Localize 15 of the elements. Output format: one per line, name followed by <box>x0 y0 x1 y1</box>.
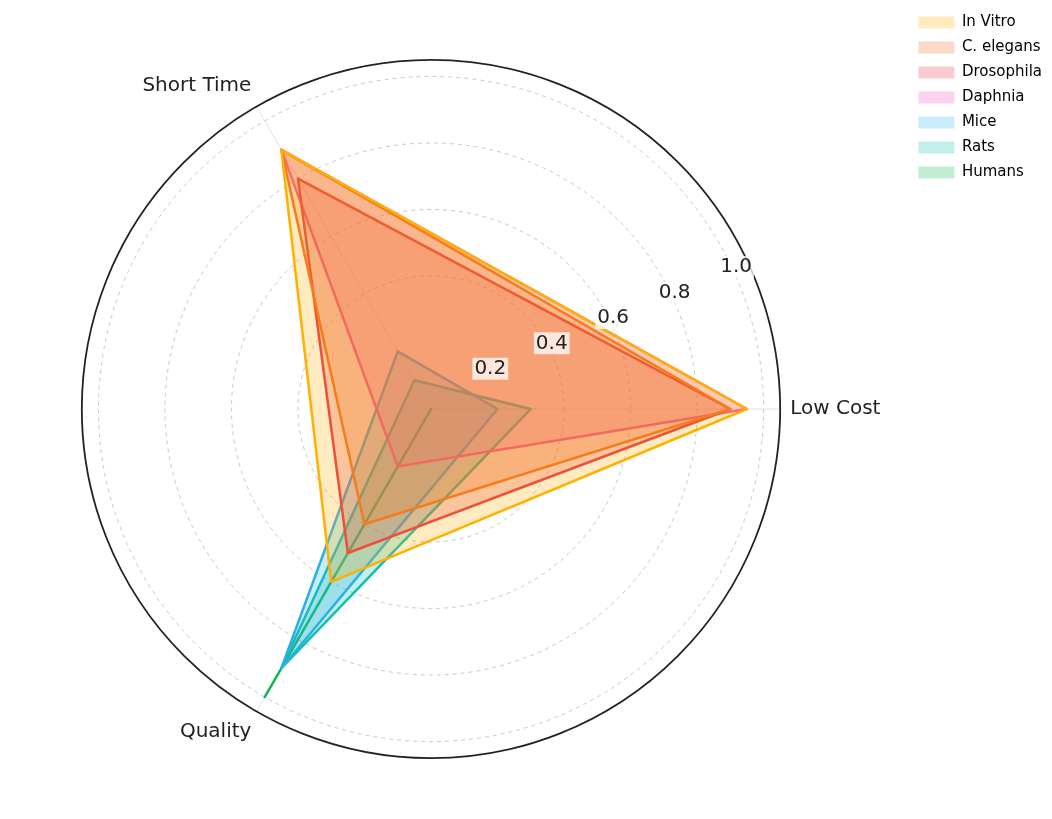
legend-label: Drosophila <box>961 62 1043 81</box>
y-tick-label: 0.6 <box>597 304 630 329</box>
y-tick-label: 0.4 <box>535 329 568 354</box>
y-tick-label: 1.0 <box>720 253 752 278</box>
y-tick-label: 0.2 <box>474 354 507 379</box>
spoke-label: Quality <box>179 718 252 743</box>
legend-label: In Vitro <box>961 12 1016 31</box>
legend-label: Humans <box>961 162 1024 181</box>
spoke-label: Low Cost <box>790 395 881 420</box>
spoke-label: Short Time <box>142 72 252 97</box>
legend-label: Daphnia <box>961 87 1025 106</box>
legend-label: C. elegans <box>961 37 1041 56</box>
y-tick-label: 0.8 <box>658 278 691 303</box>
legend-label: Mice <box>961 112 997 131</box>
legend-label: Rats <box>961 137 996 156</box>
